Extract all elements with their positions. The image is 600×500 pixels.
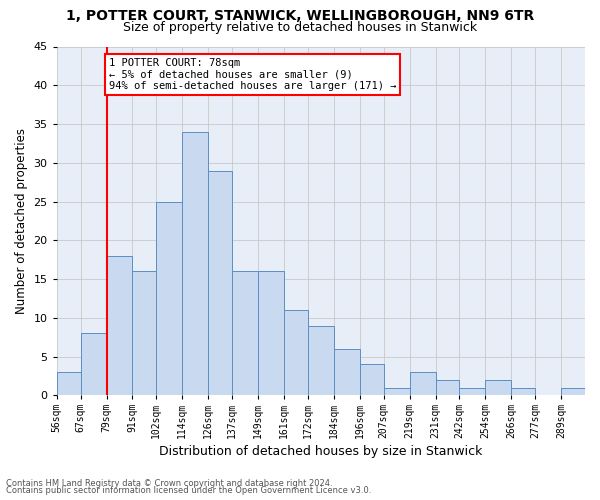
Bar — [460, 388, 485, 396]
X-axis label: Distribution of detached houses by size in Stanwick: Distribution of detached houses by size … — [159, 444, 482, 458]
Bar — [334, 349, 360, 396]
Text: Contains public sector information licensed under the Open Government Licence v3: Contains public sector information licen… — [6, 486, 371, 495]
Text: Contains HM Land Registry data © Crown copyright and database right 2024.: Contains HM Land Registry data © Crown c… — [6, 478, 332, 488]
Bar — [485, 380, 511, 396]
Bar — [284, 310, 308, 396]
Bar — [258, 272, 284, 396]
Text: 1, POTTER COURT, STANWICK, WELLINGBOROUGH, NN9 6TR: 1, POTTER COURT, STANWICK, WELLINGBOROUG… — [66, 9, 534, 23]
Bar — [182, 132, 208, 396]
Bar — [157, 202, 182, 396]
Text: 1 POTTER COURT: 78sqm
← 5% of detached houses are smaller (9)
94% of semi-detach: 1 POTTER COURT: 78sqm ← 5% of detached h… — [109, 58, 396, 92]
Bar — [133, 272, 157, 396]
Bar — [107, 256, 133, 396]
Bar — [410, 372, 436, 396]
Bar — [436, 380, 460, 396]
Bar — [511, 388, 535, 396]
Bar — [308, 326, 334, 396]
Y-axis label: Number of detached properties: Number of detached properties — [15, 128, 28, 314]
Bar — [232, 272, 258, 396]
Bar — [208, 170, 232, 396]
Bar — [57, 372, 80, 396]
Bar — [80, 334, 107, 396]
Bar — [561, 388, 585, 396]
Text: Size of property relative to detached houses in Stanwick: Size of property relative to detached ho… — [123, 21, 477, 34]
Bar — [383, 388, 410, 396]
Bar — [360, 364, 383, 396]
